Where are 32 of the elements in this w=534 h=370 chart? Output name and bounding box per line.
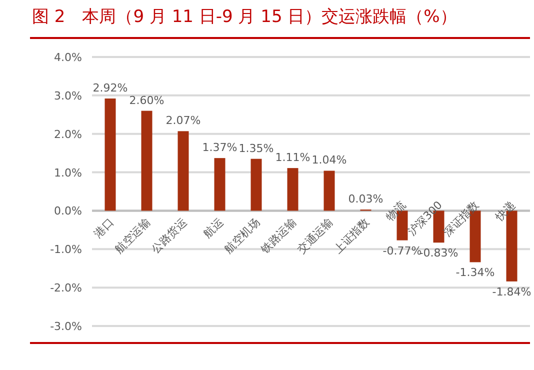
bar	[287, 168, 298, 211]
title: 图 2 本周（9 月 11 日-9 月 15 日）交运涨跌幅（%）	[32, 7, 457, 27]
y-tick-label: 1.0%	[54, 166, 82, 180]
bar	[178, 131, 189, 211]
data-label: -0.77%	[382, 244, 422, 258]
bar	[104, 98, 116, 211]
y-tick-label: -1.0%	[50, 243, 82, 256]
bar	[214, 158, 226, 211]
bar	[324, 170, 335, 211]
y-tick-label: 0.0%	[54, 204, 82, 218]
data-label: 0.03%	[348, 192, 384, 206]
bar	[250, 158, 262, 211]
data-label: 2.92%	[92, 82, 128, 95]
x-tick-label: 深证指数	[441, 198, 482, 239]
data-label: -1.34%	[456, 266, 495, 280]
x-tick-label: 航运	[201, 216, 226, 240]
data-label: 1.11%	[275, 151, 310, 164]
data-label: 1.35%	[238, 142, 274, 155]
y-tick-label: 2.0%	[54, 128, 82, 141]
y-tick-label: -3.0%	[50, 320, 82, 333]
data-label: 1.04%	[312, 154, 347, 167]
data-label: -0.83%	[419, 246, 458, 260]
y-tick-label: -2.0%	[50, 282, 82, 295]
x-tick-label: 快递	[492, 198, 518, 224]
bar	[141, 110, 152, 211]
data-label: 2.60%	[129, 94, 164, 107]
data-label: 1.37%	[202, 141, 238, 154]
data-label: -1.84%	[492, 285, 532, 298]
y-tick-label: 4.0%	[54, 51, 82, 64]
y-tick-label: 3.0%	[54, 89, 82, 102]
x-tick-label: 物流	[384, 198, 408, 224]
data-label: 2.07%	[166, 114, 201, 128]
